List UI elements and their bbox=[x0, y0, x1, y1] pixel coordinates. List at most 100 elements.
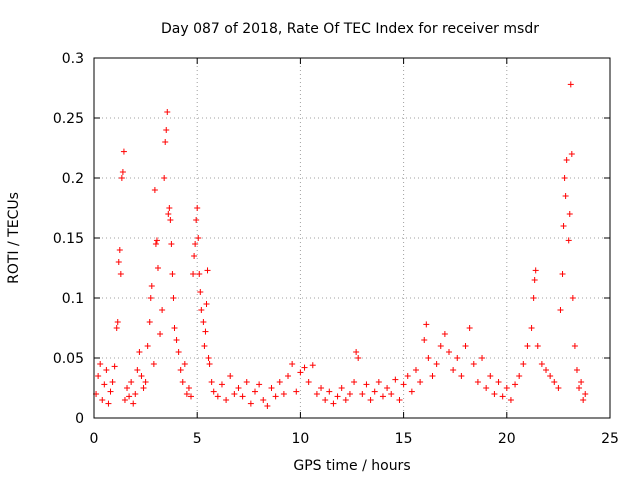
data-point bbox=[342, 397, 349, 403]
data-point bbox=[109, 379, 116, 385]
data-point bbox=[107, 388, 114, 395]
data-point bbox=[173, 337, 180, 343]
data-point bbox=[568, 151, 575, 157]
data-point bbox=[313, 391, 320, 397]
y-axis: 0 0.05 0.1 0.15 0.2 0.25 0.3 bbox=[53, 51, 610, 427]
data-point bbox=[528, 325, 535, 331]
data-point bbox=[251, 388, 258, 395]
data-point bbox=[309, 362, 316, 369]
data-point bbox=[454, 355, 461, 361]
data-point bbox=[161, 175, 168, 181]
data-point bbox=[151, 187, 158, 193]
data-point bbox=[148, 283, 155, 289]
data-point bbox=[569, 295, 576, 301]
data-point bbox=[118, 175, 125, 181]
data-point bbox=[359, 391, 366, 397]
data-point bbox=[543, 367, 550, 373]
data-point bbox=[466, 325, 473, 331]
data-point bbox=[421, 337, 428, 343]
data-point bbox=[555, 385, 562, 391]
data-point bbox=[417, 379, 424, 385]
y-tick-label: 0.25 bbox=[53, 111, 84, 127]
data-point bbox=[206, 361, 213, 367]
data-point bbox=[334, 393, 341, 400]
data-point bbox=[101, 381, 108, 388]
data-point bbox=[272, 393, 279, 400]
data-point bbox=[289, 361, 296, 367]
y-tick-label: 0.2 bbox=[62, 171, 84, 187]
data-point bbox=[193, 217, 200, 223]
data-point bbox=[491, 391, 498, 397]
data-point bbox=[177, 367, 184, 373]
data-point bbox=[532, 267, 539, 274]
data-point bbox=[116, 247, 123, 253]
data-point bbox=[560, 223, 567, 229]
data-point bbox=[157, 331, 164, 337]
data-point bbox=[531, 277, 538, 283]
x-axis-label: GPS time / hours bbox=[293, 458, 410, 474]
data-point bbox=[423, 321, 430, 328]
data-point bbox=[200, 319, 207, 325]
data-point bbox=[99, 397, 106, 403]
data-point bbox=[551, 379, 558, 385]
data-point bbox=[346, 391, 353, 397]
data-point bbox=[231, 391, 238, 397]
data-point bbox=[208, 379, 215, 385]
data-point bbox=[547, 373, 554, 379]
data-point bbox=[561, 175, 568, 181]
data-point bbox=[563, 157, 570, 163]
data-point bbox=[392, 376, 399, 383]
x-tick-label: 25 bbox=[601, 431, 619, 447]
data-point bbox=[128, 379, 135, 385]
x-tick-label: 15 bbox=[395, 431, 413, 447]
data-point bbox=[140, 385, 147, 391]
data-point bbox=[124, 385, 131, 391]
data-point bbox=[524, 343, 531, 349]
data-point bbox=[239, 393, 246, 400]
data-point bbox=[338, 385, 345, 391]
data-point bbox=[202, 328, 209, 335]
data-point bbox=[138, 373, 145, 379]
data-point bbox=[205, 355, 212, 361]
data-point bbox=[322, 397, 329, 403]
data-point bbox=[198, 307, 205, 313]
data-point bbox=[121, 397, 128, 403]
y-tick-label: 0.15 bbox=[53, 231, 84, 247]
data-point bbox=[105, 400, 112, 407]
data-point bbox=[169, 271, 176, 277]
x-tick-label: 5 bbox=[193, 431, 202, 447]
data-point bbox=[479, 355, 486, 361]
data-point bbox=[318, 385, 325, 391]
data-point bbox=[103, 367, 110, 373]
data-point bbox=[571, 343, 578, 349]
data-point bbox=[351, 379, 358, 385]
data-point bbox=[355, 355, 362, 361]
data-point bbox=[538, 361, 545, 367]
data-point bbox=[132, 391, 139, 397]
data-point bbox=[516, 373, 523, 379]
data-point bbox=[163, 127, 170, 133]
data-point bbox=[191, 253, 198, 259]
data-point bbox=[446, 349, 453, 355]
data-point bbox=[363, 381, 370, 388]
data-point bbox=[185, 385, 192, 391]
data-point bbox=[557, 307, 564, 313]
data-point bbox=[576, 385, 583, 391]
data-point bbox=[153, 237, 160, 244]
data-point bbox=[285, 373, 292, 379]
data-point bbox=[119, 169, 126, 175]
data-point bbox=[297, 369, 304, 376]
data-point bbox=[487, 373, 494, 379]
data-point bbox=[260, 397, 267, 403]
data-point bbox=[367, 397, 374, 403]
data-point bbox=[474, 379, 481, 385]
data-point bbox=[147, 295, 154, 301]
data-point bbox=[194, 205, 201, 211]
data-point bbox=[276, 379, 283, 385]
y-tick-label: 0 bbox=[75, 411, 84, 427]
data-point bbox=[168, 241, 175, 247]
data-point bbox=[379, 393, 386, 400]
data-point bbox=[573, 367, 580, 373]
data-point bbox=[520, 361, 527, 367]
